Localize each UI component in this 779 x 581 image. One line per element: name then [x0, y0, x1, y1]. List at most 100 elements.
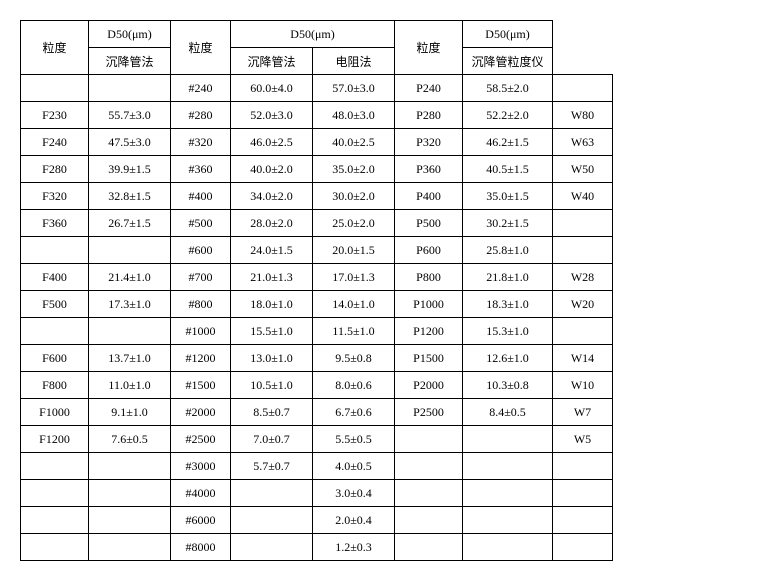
table-row: F32032.8±1.5#40034.0±2.030.0±2.0P40035.0… — [21, 183, 613, 210]
cell-d: 5.7±0.7 — [231, 453, 313, 480]
header-d50-3: D50(μm) — [463, 21, 553, 48]
cell-f: P360 — [395, 156, 463, 183]
cell-e: 8.0±0.6 — [313, 372, 395, 399]
cell-e: 14.0±1.0 — [313, 291, 395, 318]
cell-h: W50 — [553, 156, 613, 183]
cell-h — [553, 237, 613, 264]
header-sedimentation-1: 沉降管法 — [89, 48, 171, 75]
cell-g: 15.3±1.0 — [463, 318, 553, 345]
cell-b: 17.3±1.0 — [89, 291, 171, 318]
cell-b — [89, 534, 171, 561]
cell-g — [463, 534, 553, 561]
cell-h: W80 — [553, 102, 613, 129]
cell-d: 24.0±1.5 — [231, 237, 313, 264]
cell-c: #240 — [171, 75, 231, 102]
header-resistance: 电阻法 — [313, 48, 395, 75]
cell-c: #2000 — [171, 399, 231, 426]
cell-a: F400 — [21, 264, 89, 291]
cell-f: P1200 — [395, 318, 463, 345]
cell-h — [553, 507, 613, 534]
cell-g: 12.6±1.0 — [463, 345, 553, 372]
table-row: F40021.4±1.0#70021.0±1.317.0±1.3P80021.8… — [21, 264, 613, 291]
cell-e: 48.0±3.0 — [313, 102, 395, 129]
cell-d: 21.0±1.3 — [231, 264, 313, 291]
cell-h — [553, 453, 613, 480]
cell-h: W7 — [553, 399, 613, 426]
cell-a — [21, 75, 89, 102]
particle-size-table: 粒度 D50(μm) 粒度 D50(μm) 粒度 D50(μm) 沉降管法 沉降… — [20, 20, 613, 561]
table-row: #100015.5±1.011.5±1.0P120015.3±1.0 — [21, 318, 613, 345]
header-blank — [553, 21, 613, 75]
cell-h: W14 — [553, 345, 613, 372]
cell-c: #320 — [171, 129, 231, 156]
table-row: F80011.0±1.0#150010.5±1.08.0±0.6P200010.… — [21, 372, 613, 399]
cell-d — [231, 507, 313, 534]
cell-g — [463, 453, 553, 480]
cell-d — [231, 534, 313, 561]
cell-a: F1000 — [21, 399, 89, 426]
cell-c: #8000 — [171, 534, 231, 561]
cell-h — [553, 318, 613, 345]
cell-e: 3.0±0.4 — [313, 480, 395, 507]
cell-e: 2.0±0.4 — [313, 507, 395, 534]
cell-e: 57.0±3.0 — [313, 75, 395, 102]
cell-h — [553, 210, 613, 237]
cell-d: 52.0±3.0 — [231, 102, 313, 129]
cell-d: 15.5±1.0 — [231, 318, 313, 345]
table-row: F23055.7±3.0#28052.0±3.048.0±3.0P28052.2… — [21, 102, 613, 129]
table-row: F10009.1±1.0#20008.5±0.76.7±0.6P25008.4±… — [21, 399, 613, 426]
cell-f: P2500 — [395, 399, 463, 426]
cell-f: P1500 — [395, 345, 463, 372]
cell-e: 25.0±2.0 — [313, 210, 395, 237]
cell-d: 8.5±0.7 — [231, 399, 313, 426]
cell-b — [89, 453, 171, 480]
cell-b: 11.0±1.0 — [89, 372, 171, 399]
table-row: #40003.0±0.4 — [21, 480, 613, 507]
header-d50-1: D50(μm) — [89, 21, 171, 48]
cell-f — [395, 453, 463, 480]
cell-e: 35.0±2.0 — [313, 156, 395, 183]
cell-b — [89, 480, 171, 507]
cell-b — [89, 237, 171, 264]
cell-e: 6.7±0.6 — [313, 399, 395, 426]
header-sedimentation-2: 沉降管法 — [231, 48, 313, 75]
cell-g: 46.2±1.5 — [463, 129, 553, 156]
cell-g — [463, 480, 553, 507]
cell-f: P1000 — [395, 291, 463, 318]
table-row: F60013.7±1.0#120013.0±1.09.5±0.8P150012.… — [21, 345, 613, 372]
cell-a: F800 — [21, 372, 89, 399]
cell-e: 11.5±1.0 — [313, 318, 395, 345]
cell-b: 7.6±0.5 — [89, 426, 171, 453]
table-row: F28039.9±1.5#36040.0±2.035.0±2.0P36040.5… — [21, 156, 613, 183]
cell-b: 55.7±3.0 — [89, 102, 171, 129]
cell-a: F500 — [21, 291, 89, 318]
cell-d — [231, 480, 313, 507]
table-row: F12007.6±0.5#25007.0±0.75.5±0.5W5 — [21, 426, 613, 453]
cell-c: #500 — [171, 210, 231, 237]
cell-d: 46.0±2.5 — [231, 129, 313, 156]
cell-a: F360 — [21, 210, 89, 237]
cell-g: 52.2±2.0 — [463, 102, 553, 129]
table-row: #30005.7±0.74.0±0.5 — [21, 453, 613, 480]
table-row: #60024.0±1.520.0±1.5P60025.8±1.0 — [21, 237, 613, 264]
header-grain-size-3: 粒度 — [395, 21, 463, 75]
cell-c: #280 — [171, 102, 231, 129]
cell-f: P320 — [395, 129, 463, 156]
cell-g: 25.8±1.0 — [463, 237, 553, 264]
cell-f — [395, 426, 463, 453]
cell-d: 60.0±4.0 — [231, 75, 313, 102]
cell-g — [463, 426, 553, 453]
cell-a — [21, 237, 89, 264]
cell-b — [89, 507, 171, 534]
cell-a: F1200 — [21, 426, 89, 453]
cell-g: 30.2±1.5 — [463, 210, 553, 237]
table-row: #80001.2±0.3 — [21, 534, 613, 561]
cell-b: 39.9±1.5 — [89, 156, 171, 183]
cell-a: F280 — [21, 156, 89, 183]
header-grain-size-2: 粒度 — [171, 21, 231, 75]
cell-b: 26.7±1.5 — [89, 210, 171, 237]
cell-f: P500 — [395, 210, 463, 237]
cell-b — [89, 318, 171, 345]
table-row: F36026.7±1.5#50028.0±2.025.0±2.0P50030.2… — [21, 210, 613, 237]
cell-d: 10.5±1.0 — [231, 372, 313, 399]
